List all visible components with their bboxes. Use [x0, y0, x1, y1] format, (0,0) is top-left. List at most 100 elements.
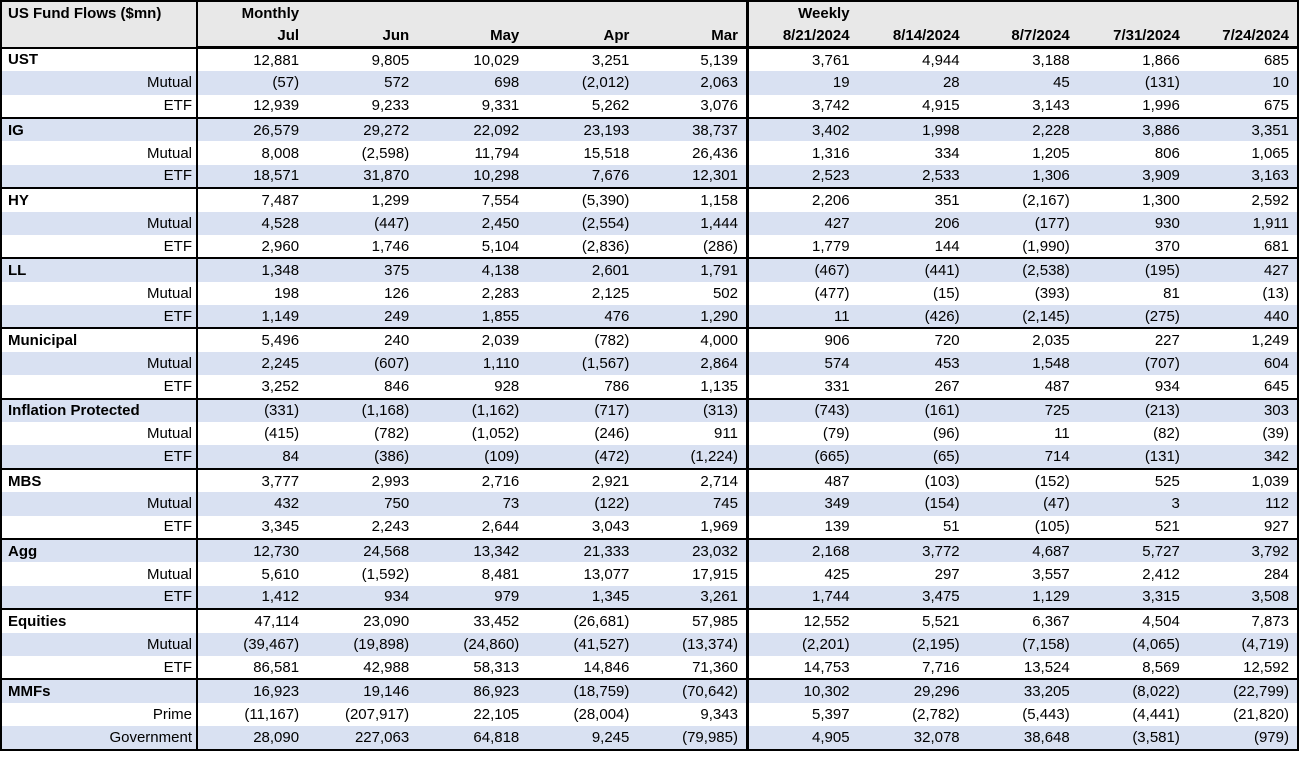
- table-row: Mutual 198 126 2,283 2,125 502 (477) (15) (393) 8…: [1, 281, 1298, 306]
- cell-value: (2,012): [581, 74, 630, 92]
- cell-value: 22,092: [417, 116, 528, 142]
- cell-value: 144: [934, 237, 960, 255]
- cell-value: 10,302: [747, 678, 858, 703]
- cell-value: 2,601: [527, 257, 638, 282]
- cell-value: 22,105: [473, 705, 520, 723]
- cell-value: (41,527): [573, 635, 630, 653]
- cell-value: 645: [1263, 377, 1289, 395]
- cell-value: 29,272: [307, 116, 418, 142]
- cell-value: 9,245: [591, 728, 630, 746]
- cell-value: 349: [824, 495, 850, 513]
- cell-value: 12,730: [197, 537, 308, 563]
- cell-value: 1,149: [261, 307, 300, 325]
- table-row: MMFs 16,923 19,146 86,923 (18,759) (70,642) 10…: [1, 678, 1298, 703]
- cell-value: 3,188: [967, 46, 1078, 72]
- row-label-sub: ETF: [1, 234, 198, 259]
- cell-value: 928: [494, 377, 520, 395]
- cell-value: 2,644: [481, 518, 520, 536]
- cell-value: 13,342: [417, 537, 528, 563]
- cell-value: 81: [1163, 284, 1180, 302]
- cell-value: 750: [384, 495, 410, 513]
- cell-value: 5,262: [591, 97, 630, 115]
- cell-value: 8,569: [1142, 658, 1180, 676]
- cell-value: 58,313: [473, 658, 520, 676]
- column-header-week-4: 7/31/2024: [1077, 24, 1188, 50]
- cell-value: 5,610: [261, 565, 300, 583]
- cell-value: 11,794: [474, 144, 520, 162]
- cell-value: 3,557: [1032, 565, 1070, 583]
- cell-value: (26,681): [527, 608, 638, 633]
- cell-value: 3,351: [1187, 116, 1298, 142]
- cell-value: 7,873: [1187, 608, 1298, 633]
- weekly-group-label: Weekly: [747, 1, 858, 25]
- cell-value: (7,158): [1022, 635, 1070, 653]
- cell-value: 5,104: [481, 237, 520, 255]
- cell-value: 745: [637, 492, 749, 516]
- cell-value: (717): [527, 397, 638, 423]
- cell-value: 2,523: [812, 167, 850, 185]
- table-row: ETF 2,960 1,746 5,104 (2,836) (286) 1,779 144 (1…: [1, 234, 1298, 259]
- cell-value: 1,110: [482, 355, 520, 373]
- cell-value: 24,568: [307, 537, 418, 563]
- cell-value: 8,481: [481, 565, 520, 583]
- row-label-sub: ETF: [1, 305, 198, 329]
- cell-value: (70,642): [637, 678, 749, 703]
- cell-value: 64,818: [473, 728, 520, 746]
- cell-value: 1,158: [637, 187, 749, 212]
- cell-value: 685: [1187, 46, 1298, 72]
- cell-value: 2,168: [747, 537, 858, 563]
- cell-value: 2,592: [1187, 187, 1298, 212]
- row-label-section: MMFs: [1, 678, 198, 703]
- cell-value: 38,648: [1023, 728, 1070, 746]
- cell-value: 2,039: [417, 327, 528, 352]
- row-label-sub: Government: [1, 726, 198, 750]
- cell-value: (154): [924, 495, 960, 513]
- cell-value: (131): [1144, 448, 1180, 466]
- cell-value: 5,521: [857, 608, 968, 633]
- cell-value: 13,077: [583, 565, 630, 583]
- cell-value: 3,261: [637, 585, 749, 610]
- cell-value: 71,360: [637, 655, 749, 680]
- cell-value: 9,233: [371, 97, 410, 115]
- cell-value: (39): [1262, 425, 1289, 443]
- cell-value: 33,452: [417, 608, 528, 633]
- cell-value: 846: [384, 377, 410, 395]
- cell-value: (47): [1043, 495, 1070, 513]
- cell-value: 2,125: [591, 284, 630, 302]
- cell-value: 86,923: [417, 678, 528, 703]
- cell-value: (2,145): [1022, 307, 1070, 325]
- cell-value: 375: [307, 257, 418, 282]
- cell-value: (65): [932, 448, 960, 466]
- cell-value: 73: [502, 495, 520, 513]
- cell-value: 1,306: [1032, 167, 1070, 185]
- cell-value: 21,333: [527, 537, 638, 563]
- cell-value: 57,985: [637, 608, 749, 633]
- cell-value: (3,581): [1132, 728, 1180, 746]
- cell-value: 1,316: [812, 144, 850, 162]
- cell-value: (1,567): [581, 355, 630, 373]
- cell-value: 911: [637, 422, 749, 446]
- cell-value: 4,944: [857, 46, 968, 72]
- cell-value: 487: [1044, 377, 1070, 395]
- cell-value: (177): [1034, 214, 1070, 232]
- header-spacer: [857, 1, 1298, 25]
- cell-value: 38,737: [637, 116, 749, 142]
- cell-value: 13,524: [1023, 658, 1070, 676]
- cell-value: (161): [857, 397, 968, 423]
- table-row: Agg 12,730 24,568 13,342 21,333 23,032 2,168 3,…: [1, 537, 1298, 563]
- cell-value: (19,898): [353, 635, 410, 653]
- cell-value: 7,716: [922, 658, 960, 676]
- cell-value: (4,441): [1132, 705, 1180, 723]
- cell-value: 249: [384, 307, 410, 325]
- cell-value: 3: [1171, 495, 1180, 513]
- cell-value: 934: [384, 588, 410, 606]
- cell-value: (5,443): [1022, 705, 1070, 723]
- cell-value: 9,343: [637, 702, 749, 727]
- row-label-sub: Mutual: [1, 492, 198, 516]
- cell-value: 3,886: [1077, 116, 1188, 142]
- table-body: UST 12,881 9,805 10,029 3,251 5,139 3,761 4,944…: [1, 46, 1298, 750]
- cell-value: 427: [824, 214, 850, 232]
- cell-value: 3,777: [197, 467, 308, 493]
- cell-value: 334: [934, 144, 960, 162]
- cell-value: 1,290: [637, 305, 749, 329]
